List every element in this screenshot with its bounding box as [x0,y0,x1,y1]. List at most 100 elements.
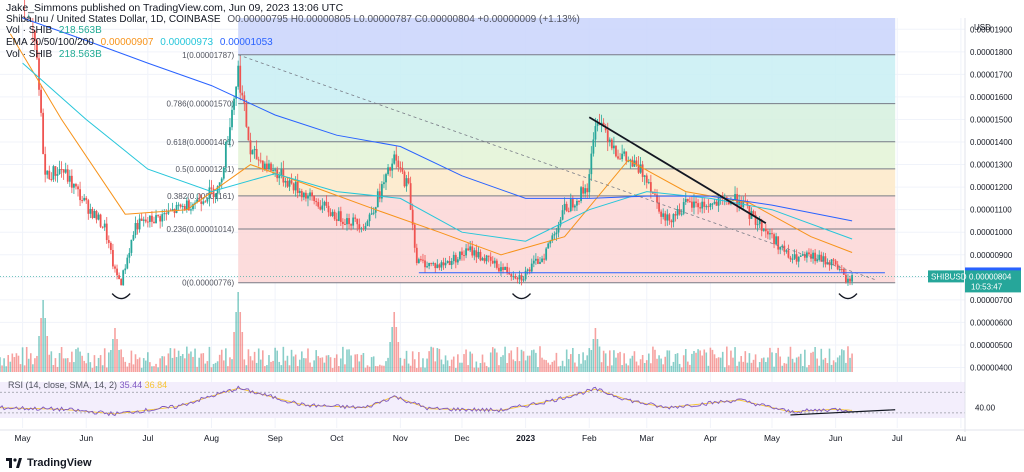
candle-body [329,212,332,216]
volume-bar [664,356,667,372]
volume-bar [487,367,490,372]
volume-bar [11,353,14,372]
candle-body [469,246,472,251]
volume-bar [399,357,402,372]
candle-body [46,170,49,175]
candle-body [385,174,387,183]
volume-bar [814,347,816,372]
candle-body [122,270,125,286]
candle-body [138,218,141,230]
volume-bar [455,367,457,372]
volume-bar [545,360,547,372]
time-tick-label: Aug [204,433,219,443]
volume-bar [389,342,391,372]
candle-body [272,169,274,171]
volume-bar [134,354,137,372]
volume-bar [826,363,829,372]
volume-bar [407,363,410,372]
volume-bar [374,366,377,372]
volume-bar [243,359,246,372]
candle-body [259,160,262,162]
volume-bar [734,347,736,372]
volume-bar [196,366,198,372]
candle-body [532,260,535,264]
candle-body [298,191,301,194]
volume-bar [50,351,53,372]
candle-body [569,199,572,212]
candle-body [840,269,843,271]
volume-bar [385,361,387,372]
volume-bar [368,366,371,372]
candle-body [235,86,238,99]
volume-bar [77,347,79,372]
candle-body [210,187,213,189]
candle-body [606,130,609,143]
candle-body [257,159,260,161]
candle-body [773,234,775,245]
volume-bar [3,358,5,372]
volume-bar [485,365,488,372]
volume-bar [27,358,30,372]
candle-body [793,254,796,259]
candle-body [36,40,38,59]
volume-bar [691,353,693,372]
volume-bar [231,359,233,372]
candle-body [341,221,344,224]
candle-body [510,274,513,277]
candle-body [420,259,422,261]
volume-bar [32,364,34,372]
candle-body [506,266,509,273]
candle-body [573,205,576,208]
volume-bar [362,353,365,372]
candle-body [762,228,765,231]
candle-body [430,262,433,264]
candle-body [498,267,500,272]
candle-body [450,261,453,265]
volume-bar [736,365,738,372]
volume-bar [126,366,129,372]
volume-bar [775,353,777,372]
candle-body [834,260,837,265]
candle-body [75,183,77,187]
candle-body [187,200,190,211]
candle-body [62,169,65,173]
volume-bar [576,366,578,372]
volume-bar [799,353,802,372]
volume-bar [331,367,334,372]
volume-bar [266,365,268,372]
volume-bar [553,360,556,372]
volume-bar [317,356,320,372]
volume-bar [296,366,299,372]
volume-bar [25,346,28,372]
volume-bar [442,364,445,372]
volume-bar [169,348,172,372]
ema-legend: EMA 20/50/100/200 0.00000907 0.00000973 … [6,37,277,48]
candle-body [171,209,174,211]
footer-brand[interactable]: TradingView [6,457,92,469]
time-tick-label: Au [956,433,967,443]
volume-bar [836,357,839,372]
candle-body [105,223,108,241]
volume-bar [689,364,691,372]
candle-body [799,255,802,257]
candle-body [196,199,199,203]
volume-bar [569,354,572,372]
fib-zone [238,168,896,196]
volume-bar [804,349,806,372]
candle-body [130,239,133,253]
candle-body [781,245,784,247]
rsi-value: 35.44 [119,380,143,390]
candle-body [284,180,287,183]
volume-bar [479,363,482,372]
candle-body [50,179,53,181]
candle-body [824,256,827,265]
rsi-divergence-line [790,409,896,416]
volume-bar [346,349,348,372]
volume-bar [769,347,771,372]
volume-bar [130,350,133,372]
fib-level-label: 0(0.00000776) [182,279,234,288]
fib-zone [238,103,896,142]
volume-bar [444,355,447,372]
volume-bar [210,367,213,372]
